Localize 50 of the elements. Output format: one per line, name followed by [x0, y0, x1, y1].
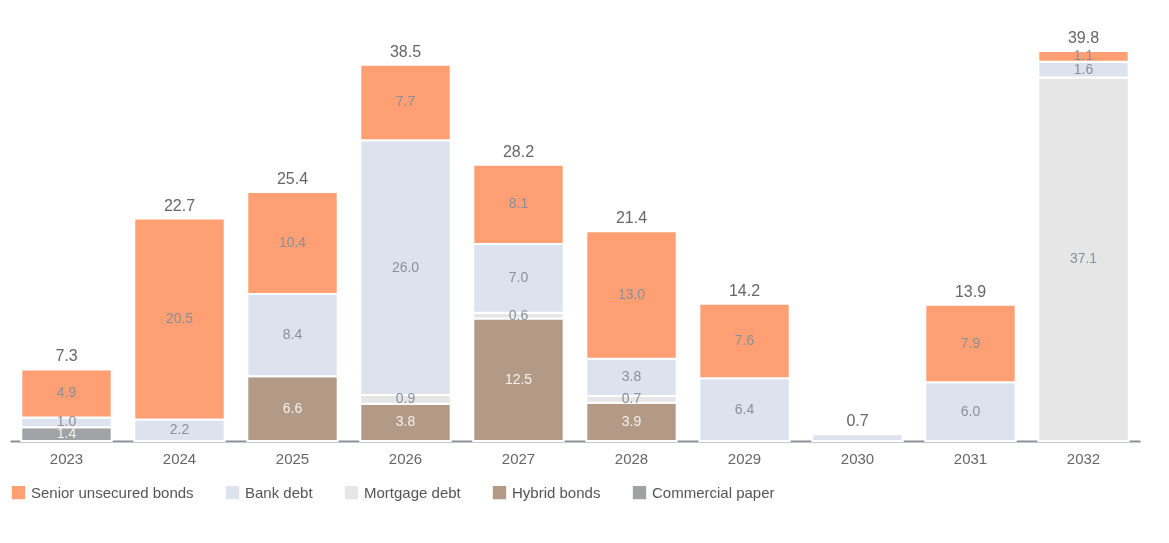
data-label: 8.4	[282, 326, 303, 343]
data-label: 13.0	[617, 285, 646, 302]
data-label: 3.8	[621, 368, 642, 385]
data-label: 6.0	[960, 402, 981, 419]
data-label: 3.8	[395, 413, 416, 430]
data-label: 26.0	[391, 258, 420, 275]
total-label: 14.2	[728, 281, 761, 299]
data-label: 7.6	[734, 332, 755, 349]
total-label: 28.2	[502, 142, 535, 160]
data-label: 0.6	[508, 306, 529, 323]
legend-label: Commercial paper	[652, 483, 775, 501]
total-label: 0.7	[846, 412, 869, 430]
total-label: 13.9	[954, 282, 987, 300]
total-label: 21.4	[615, 209, 648, 227]
total-label: 39.8	[1067, 29, 1100, 46]
x-tick-label: 2027	[501, 449, 536, 467]
x-tick-label: 2030	[840, 449, 875, 467]
data-label: 10.4	[278, 234, 307, 251]
data-label: 3.9	[621, 412, 642, 429]
total-label: 22.7	[163, 196, 196, 214]
x-tick-label: 2025	[275, 449, 310, 467]
legend-label: Senior unsecured bonds	[31, 483, 194, 501]
data-label: 20.5	[165, 310, 194, 326]
data-label: 7.7	[395, 93, 416, 110]
total-label: 7.3	[55, 347, 78, 365]
legend-label: Bank debt	[245, 483, 314, 501]
x-tick-label: 2026	[388, 449, 423, 467]
data-label: 7.0	[508, 269, 529, 286]
total-label: 38.5	[389, 42, 422, 60]
x-tick-label: 2029	[727, 449, 762, 467]
bar	[585, 401, 678, 442]
legend-label: Hybrid bonds	[512, 483, 601, 501]
x-tick-label: 2023	[49, 449, 84, 467]
data-label: 7.9	[960, 334, 981, 351]
data-label: 2.2	[169, 421, 190, 438]
x-tick-label: 2028	[614, 449, 649, 467]
data-label: 6.4	[734, 400, 755, 417]
total-label: 25.4	[276, 170, 309, 188]
data-label: 0.9	[395, 390, 416, 407]
data-label: 4.9	[56, 384, 77, 401]
x-tick-label: 2031	[953, 449, 988, 467]
legend-label: Mortgage debt	[364, 483, 462, 501]
data-label: 8.1	[508, 195, 529, 212]
data-label: 0.7	[621, 390, 642, 407]
x-tick-label: 2032	[1066, 449, 1101, 467]
data-label: 6.6	[282, 399, 303, 416]
data-label: 12.5	[504, 370, 533, 387]
x-tick-label: 2024	[162, 449, 197, 467]
bar	[811, 433, 904, 442]
data-label: 37.1	[1069, 250, 1098, 267]
